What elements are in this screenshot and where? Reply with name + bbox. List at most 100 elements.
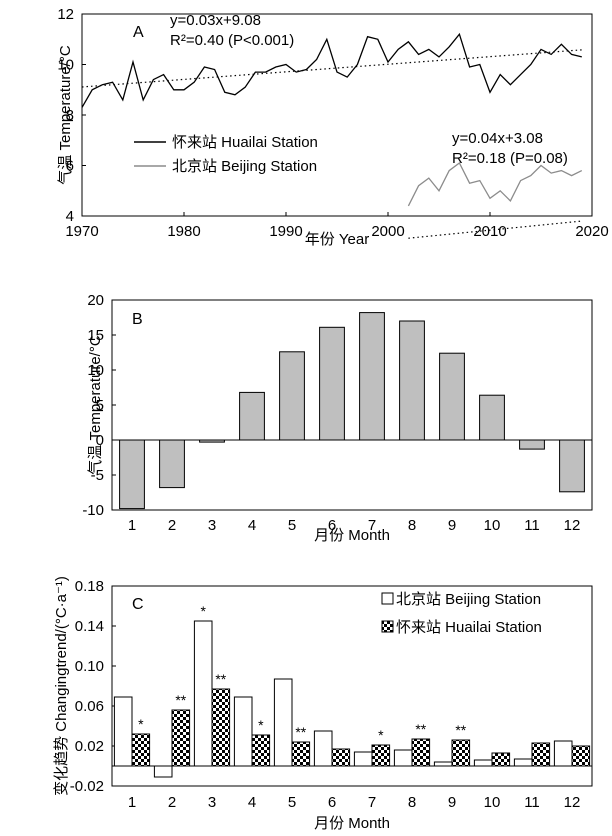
- panel-b-x-tick-label: 6: [328, 517, 336, 534]
- panel-c-bar-series-1: [531, 742, 551, 767]
- panel-c-bar-series-1: [131, 733, 151, 767]
- panel-c-plot-frame: [111, 585, 593, 787]
- panel-c-x-tick-label: 9: [448, 794, 456, 811]
- panel-c-bar-series-1: [491, 752, 511, 767]
- panel-c-x-tick-label: 8: [408, 794, 416, 811]
- panel-a-plot-frame: [81, 13, 593, 217]
- panel-b-y-tick-label: 20: [87, 292, 104, 309]
- panel-c-legend-swatch-1: [381, 620, 394, 633]
- legend-entry-1: 北京站 Beijing Station: [172, 158, 317, 175]
- panel-a-y-tick-label: 8: [66, 107, 74, 124]
- panel-c-bar-series-1: [371, 744, 391, 767]
- panel-c-bar-series-0: [393, 749, 413, 767]
- panel-c-y-axis-label: 变化趋势 Changingtrend/(°C·a⁻¹): [53, 576, 70, 796]
- panel-b-x-tick-label: 7: [368, 517, 376, 534]
- panel-b-bar: [439, 352, 465, 441]
- panel-a-x-tick-label: 2010: [473, 223, 506, 240]
- panel-c-bar-series-1: [451, 739, 471, 767]
- line-series-1: [407, 162, 583, 207]
- panel-b-x-tick-label: 2: [168, 517, 176, 534]
- panel-b-y-tick-label: 15: [87, 327, 104, 344]
- panel-b-x-tick-label: 12: [564, 517, 581, 534]
- panel-b-y-tick-label: 10: [87, 362, 104, 379]
- panel-b-y-tick-label: -10: [82, 502, 104, 519]
- panel-c-bar-series-1: [171, 709, 191, 767]
- panel-c-bar-series-0: [553, 740, 573, 767]
- panel-c-x-tick-label: 10: [484, 794, 501, 811]
- panel-b-bar: [159, 439, 185, 489]
- panel-b-x-axis-label: 月份 Month: [314, 527, 390, 544]
- panel-a-y-tick-label: 10: [57, 57, 74, 74]
- legend-entry-0: 怀来站 Huailai Station: [172, 134, 318, 151]
- panel-b-x-tick-label: 8: [408, 517, 416, 534]
- panel-b-x-tick-label: 10: [484, 517, 501, 534]
- panel-c-x-tick-label: 7: [368, 794, 376, 811]
- panel-c-bar-series-0: [433, 761, 453, 767]
- panel-b-bar: [519, 439, 545, 450]
- panel-a-y-tick-label: 12: [57, 6, 74, 23]
- panel-c-bar-series-1: [411, 738, 431, 767]
- panel-c-x-tick-label: 5: [288, 794, 296, 811]
- panel-c-legend-swatch-0: [381, 592, 394, 605]
- panel-b-bar: [199, 439, 225, 443]
- panel-b-bar: [239, 391, 265, 441]
- panel-a-y-tick-label: 4: [66, 208, 74, 225]
- panel-a-y-tick-label: 6: [66, 158, 74, 175]
- panel-c-bar-series-1: [251, 734, 271, 767]
- significance-marker: *: [378, 727, 384, 743]
- panel-b-x-tick-label: 9: [448, 517, 456, 534]
- panel-b-bar: [359, 312, 385, 441]
- panel-a-x-tick-label: 1980: [167, 223, 200, 240]
- regression-annotation-0: y=0.03x+9.08: [170, 12, 261, 29]
- panel-c-y-tick-label: 0.02: [75, 738, 104, 755]
- significance-marker: **: [215, 671, 226, 687]
- panel-b-bar: [119, 439, 145, 510]
- panel-a-x-tick-label: 1970: [65, 223, 98, 240]
- panel-c-y-tick-label: 0.06: [75, 698, 104, 715]
- panel-c-bar-series-0: [233, 696, 253, 767]
- panel-b-bar: [479, 394, 505, 441]
- panel-a-line-chart: 1970 1980 1990 2000 2010 2020 4 6 8 10 12 A y=0.03…: [57, 6, 609, 248]
- panel-c-x-tick-label: 11: [524, 794, 540, 811]
- panel-c-bar-series-1: [331, 748, 351, 767]
- panel-c-bar-series-0: [473, 759, 493, 767]
- panel-c-y-tick-label: -0.02: [70, 778, 104, 795]
- panel-a-x-tick-label: 2000: [371, 223, 404, 240]
- panel-c-legend-entry-0: 北京站 Beijing Station: [396, 591, 541, 608]
- panel-c-y-tick-label: 0.10: [75, 658, 104, 675]
- panel-c-bar-series-1: [211, 688, 231, 767]
- significance-marker: *: [200, 603, 206, 619]
- panel-b-y-tick-label: -5: [91, 467, 104, 484]
- panel-c-legend-entry-1: 怀来站 Huailai Station: [396, 619, 542, 636]
- trend-line-series-1: [408, 220, 582, 239]
- panel-b-label: B: [132, 311, 143, 328]
- significance-marker: *: [258, 717, 264, 733]
- panel-c-bar-series-1: [291, 741, 311, 767]
- panel-b-y-tick-label: 5: [96, 397, 104, 414]
- significance-marker: *: [138, 716, 144, 732]
- panel-c-y-tick-label: 0.18: [75, 578, 104, 595]
- panel-b-bar: [559, 439, 585, 493]
- line-series-0: [81, 32, 582, 108]
- panel-c-x-tick-label: 1: [128, 794, 136, 811]
- panel-c-bar-series-0: [313, 730, 333, 767]
- panel-c-bar-series-0: [273, 678, 293, 767]
- regression-annotation-1: R²=0.18 (P=0.08): [452, 150, 568, 167]
- panel-c-bar-chart: -0.020.020.060.100.140.181 2 3 4 5 6 7 8 9 10 11 12…: [53, 576, 593, 832]
- panel-c-bar-series-0: [513, 758, 533, 767]
- panel-c-bar-series-1: [571, 745, 591, 767]
- panel-c-bar-series-0: [153, 765, 173, 778]
- significance-marker: **: [455, 722, 466, 738]
- panel-b-x-tick-label: 5: [288, 517, 296, 534]
- panel-a-x-tick-label: 1990: [269, 223, 302, 240]
- panel-b-bar: [319, 326, 345, 441]
- panel-a-x-axis-label: 年份 Year: [305, 231, 369, 248]
- panel-c-bar-series-0: [353, 751, 373, 767]
- panel-c-x-tick-label: 2: [168, 794, 176, 811]
- panel-b-x-tick-label: 1: [128, 517, 136, 534]
- panel-b-bar: [279, 351, 305, 441]
- panel-c-x-tick-label: 4: [248, 794, 256, 811]
- panel-c-x-tick-label: 3: [208, 794, 216, 811]
